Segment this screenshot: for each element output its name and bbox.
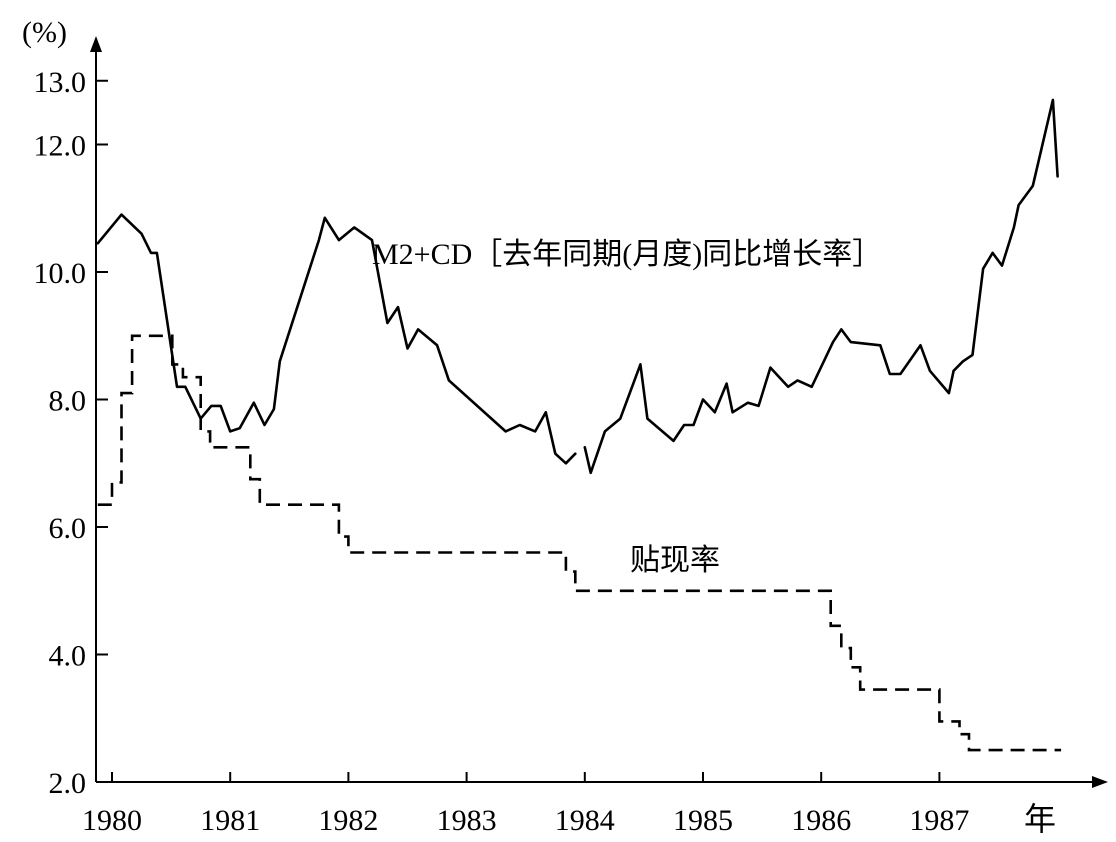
discount-rate-line	[97, 334, 1062, 752]
x-tick-label: 1980	[82, 804, 142, 837]
y-axis-label: (%)	[22, 16, 67, 49]
y-tick-label: 13.0	[34, 66, 87, 99]
y-tick-label: 12.0	[34, 130, 87, 163]
x-tick-label: 1981	[200, 804, 260, 837]
axes	[90, 36, 1108, 788]
x-tick-label: 1982	[318, 804, 378, 837]
y-tick-label: 8.0	[49, 385, 87, 418]
x-axis-label: 年	[1024, 800, 1056, 838]
m2-series-annotation: M2+CD［去年同期(月度)同比增长率］	[372, 238, 882, 271]
m2-cd-growth-line	[583, 98, 1059, 475]
x-axis-arrow-icon	[1092, 776, 1108, 788]
y-tick-label: 6.0	[49, 512, 87, 545]
m2-cd-growth-line	[96, 213, 577, 465]
x-tick-label: 1983	[437, 804, 497, 837]
y-ticks: 2.0 4.0 6.0 8.0 10.0 12.0 13.0	[34, 66, 108, 800]
x-tick-label: 1984	[555, 804, 615, 837]
x-ticks: 1980 1981 1982 1983 1984 1985 1986 1987	[82, 772, 969, 837]
y-tick-label: 2.0	[49, 767, 87, 800]
y-axis-arrow-icon	[90, 36, 102, 52]
y-tick-label: 10.0	[34, 257, 87, 290]
series-layer	[96, 98, 1062, 752]
y-tick-label: 4.0	[49, 640, 87, 673]
x-tick-label: 1987	[909, 804, 969, 837]
x-tick-label: 1986	[791, 804, 851, 837]
discount-rate-annotation: 贴现率	[630, 543, 720, 578]
x-tick-label: 1985	[673, 804, 733, 837]
